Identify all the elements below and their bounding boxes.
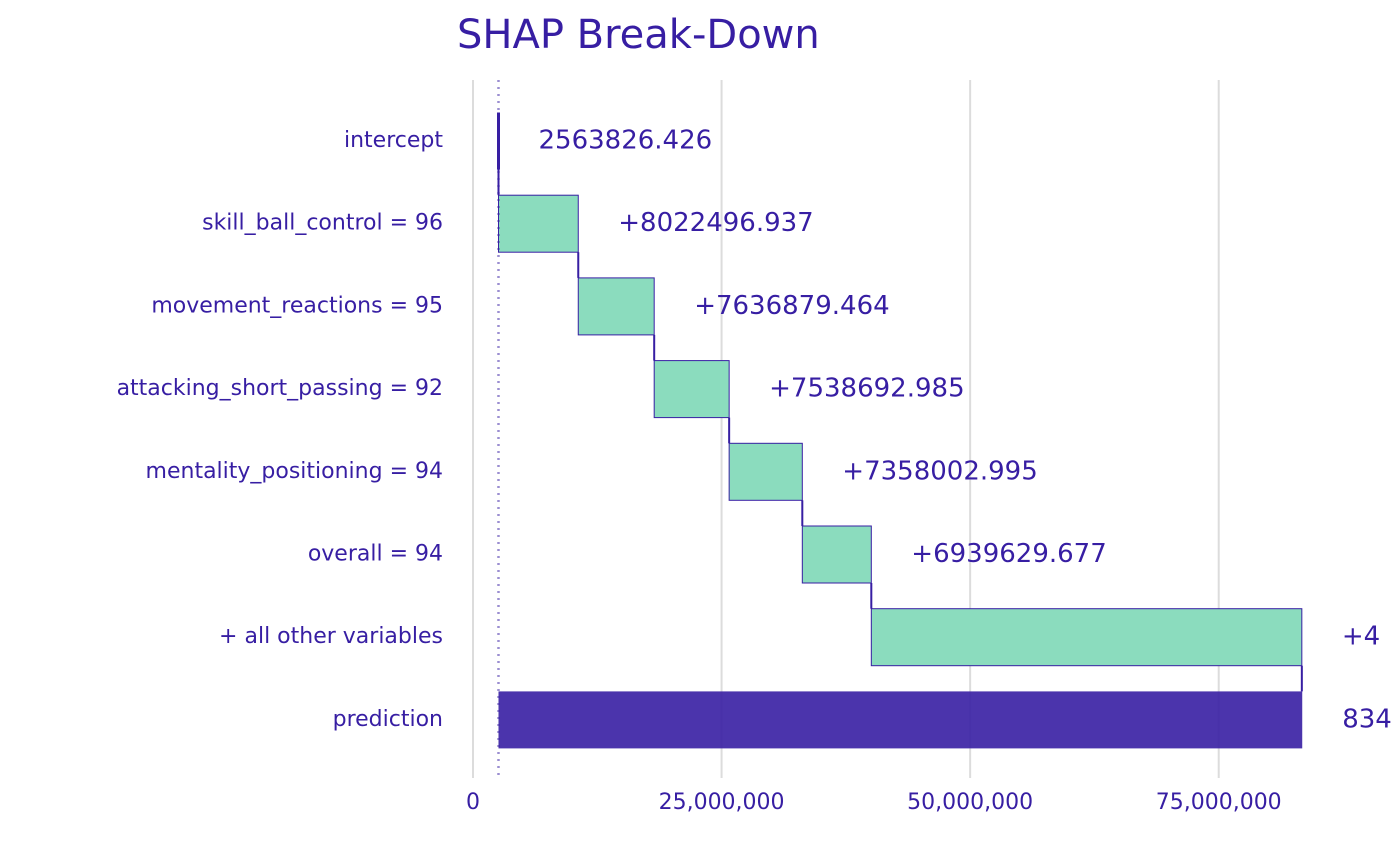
- y-tick-label: movement_reactions = 95: [151, 293, 443, 318]
- bar: [577, 277, 655, 336]
- y-tick-label: prediction: [333, 707, 443, 732]
- value-label: +4: [1342, 622, 1380, 652]
- y-tick-label: overall = 94: [308, 542, 443, 567]
- x-tick-label: 50,000,000: [907, 790, 1033, 815]
- y-tick-label: intercept: [344, 128, 443, 153]
- bar: [497, 194, 579, 253]
- value-label: +7358002.995: [842, 456, 1037, 486]
- y-tick-label: skill_ball_control = 96: [202, 211, 443, 236]
- value-label: +7636879.464: [694, 291, 889, 321]
- bar: [870, 608, 1303, 667]
- x-tick-label: 0: [466, 790, 480, 815]
- value-label: 2563826.426: [538, 126, 712, 156]
- x-tick-label: 75,000,000: [1156, 790, 1282, 815]
- value-label: +8022496.937: [618, 208, 813, 238]
- chart-title: SHAP Break-Down: [457, 12, 820, 58]
- bar: [653, 360, 730, 419]
- bar: [728, 442, 803, 501]
- value-label: 834: [1342, 704, 1392, 734]
- bar: [498, 691, 1303, 749]
- value-label: +7538692.985: [769, 374, 964, 404]
- y-tick-label: + all other variables: [219, 624, 443, 649]
- bar: [801, 525, 872, 584]
- x-tick-label: 25,000,000: [659, 790, 785, 815]
- value-label: +6939629.677: [911, 539, 1106, 569]
- y-tick-label: attacking_short_passing = 92: [117, 376, 443, 401]
- y-tick-label: mentality_positioning = 94: [146, 459, 443, 484]
